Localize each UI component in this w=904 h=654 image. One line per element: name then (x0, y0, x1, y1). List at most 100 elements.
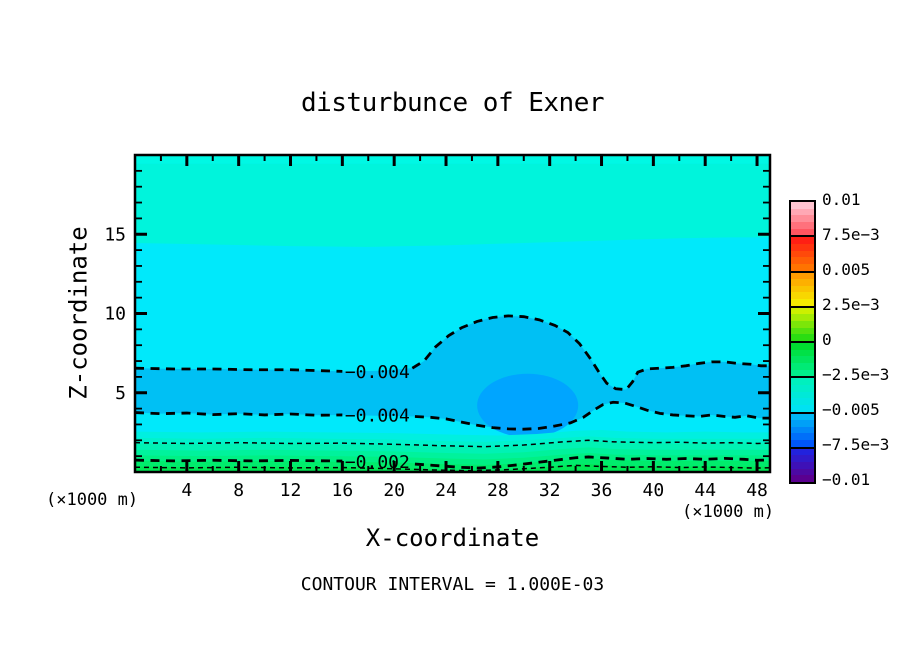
contour-line (414, 400, 770, 431)
z-tick-labels: 5 10 15 (104, 224, 126, 404)
colorbar-segment (791, 307, 814, 343)
colorbar-cell (791, 292, 814, 300)
x-tick-label: 32 (539, 480, 561, 501)
colorbar-cell (791, 272, 814, 280)
colorbar-cell (791, 279, 814, 286)
contour-line (135, 366, 343, 373)
contour-line (135, 439, 770, 448)
z-tick-label: 15 (104, 224, 126, 245)
colorbar-segment (791, 202, 814, 238)
plot-fills (135, 155, 770, 472)
colorbar-label: 2.5e−3 (822, 295, 880, 314)
colorbar-cell (791, 426, 814, 434)
colorbar-cell (791, 285, 814, 293)
x-tick-label: 28 (487, 480, 509, 501)
colorbar-cell (791, 228, 814, 236)
contour-line (135, 411, 343, 417)
fill-minus005-core (477, 373, 579, 438)
fill-ground-band-7 (135, 464, 770, 472)
contour-line (135, 458, 343, 463)
colorbar-cell (791, 208, 814, 216)
plot-border (133, 153, 772, 474)
colorbar-cell (791, 455, 814, 463)
colorbar-cell (791, 391, 814, 399)
colorbar-cell (791, 215, 814, 222)
x-tick-label: 44 (694, 480, 716, 501)
fill-top-strip (135, 155, 770, 164)
colorbar-cell (791, 307, 814, 315)
colorbar-cell (791, 334, 814, 342)
contour-label: −0.004 (345, 405, 410, 426)
colorbar-label: 7.5e−3 (822, 225, 880, 244)
colorbar-cell (791, 448, 814, 456)
colorbar-cell (791, 433, 814, 441)
colorbar-cell (791, 369, 814, 377)
colorbar-label: 0.005 (822, 260, 871, 279)
colorbar-cell (791, 349, 814, 357)
colorbar-cell (791, 327, 814, 335)
colorbar-cell (791, 420, 814, 427)
colorbar-cell (791, 221, 814, 229)
colorbar-cell (791, 343, 814, 350)
z-tick-label: 10 (104, 304, 126, 325)
colorbar-segment (791, 378, 814, 414)
x-tick-label: 48 (746, 480, 768, 501)
chart-title: disturbunce of Exner (300, 88, 605, 118)
fill-below-minus004 (135, 315, 770, 430)
colorbar-cell (791, 398, 814, 405)
colorbar-cell (791, 314, 814, 322)
colorbar-cell (791, 243, 814, 251)
colorbar-cell (791, 202, 814, 209)
colorbar-cell (791, 384, 814, 392)
x-tick-label: 20 (383, 480, 405, 501)
colorbar-cell (791, 378, 814, 385)
colorbar-label: 0 (822, 330, 832, 349)
z-axis-unit: (×1000 m) (46, 490, 139, 510)
x-tick-label: 16 (332, 480, 354, 501)
colorbar-label: −7.5e−3 (822, 435, 890, 454)
x-tick-label: 12 (280, 480, 302, 501)
colorbar-cell (791, 356, 814, 363)
colorbar-label: −0.005 (822, 400, 880, 419)
colorbar-cell (791, 257, 814, 264)
colorbar-segment (791, 237, 814, 273)
colorbar-cell (791, 468, 814, 476)
colorbar-cell (791, 237, 814, 244)
contour-line (411, 314, 770, 392)
colorbar-cell (791, 362, 814, 370)
x-tick-labels: 4 8 12 16 20 24 28 32 36 40 44 48 (181, 480, 767, 501)
colorbar-label: −0.01 (822, 470, 871, 489)
x-tick-label: 36 (591, 480, 613, 501)
z-tick-label: 5 (115, 383, 126, 404)
colorbar-labels: 0.01 7.5e−3 0.005 2.5e−3 0 −2.5e−3 −0.005 −7.5e… (822, 190, 904, 489)
colorbar-cell (791, 475, 814, 483)
colorbar-cell (791, 321, 814, 328)
colorbar-cell (791, 299, 814, 306)
axis-ticks (136, 156, 769, 471)
contour-label: −0.004 (345, 362, 410, 383)
x-axis-unit: (×1000 m) (682, 502, 775, 522)
fill-upper-aqua-band (135, 163, 770, 247)
colorbar-cell (791, 250, 814, 258)
colorbar-cell (791, 440, 814, 447)
x-tick-label: 24 (435, 480, 457, 501)
colorbar-segment (791, 272, 814, 308)
colorbar-segment (791, 448, 814, 483)
colorbar (789, 200, 816, 484)
colorbar-segment (791, 413, 814, 449)
x-axis-label: X-coordinate (365, 524, 540, 552)
x-tick-label: 40 (643, 480, 665, 501)
x-tick-label: 4 (181, 480, 192, 501)
contour-lines: −0.004 −0.004 −0.002 (135, 314, 770, 473)
x-tick-label: 8 (233, 480, 244, 501)
colorbar-cell (791, 462, 814, 469)
colorbar-label: −2.5e−3 (822, 365, 890, 384)
colorbar-cell (791, 404, 814, 412)
contour-label: −0.002 (345, 452, 410, 473)
contour-line (414, 455, 770, 470)
colorbar-segment (791, 343, 814, 379)
colorbar-cell (791, 413, 814, 421)
colorbar-cell (791, 263, 814, 271)
